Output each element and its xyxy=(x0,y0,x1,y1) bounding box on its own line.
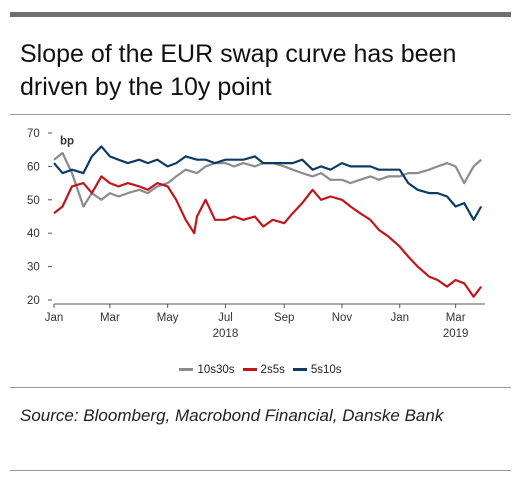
legend: 10s30s 2s5s 5s10s xyxy=(0,362,521,376)
y-tick-label: 70 xyxy=(27,128,40,140)
x-tick-label: Mar xyxy=(100,312,120,324)
y-tick-label: 20 xyxy=(27,295,40,307)
x-tick-label: May xyxy=(157,312,179,324)
x-tick-label: Nov xyxy=(332,312,353,324)
series-line-10s30s xyxy=(53,151,482,208)
legend-swatch xyxy=(292,368,307,371)
y-tick-label: 30 xyxy=(27,262,40,274)
x-tick-label: Mar xyxy=(446,312,466,324)
x-tick-label: Jan xyxy=(390,312,409,324)
x-tick-label: Sep xyxy=(274,312,294,324)
x-year-label: 2019 xyxy=(443,328,469,340)
x-tick-label: Jul xyxy=(218,312,233,324)
title-divider xyxy=(10,114,511,115)
legend-divider xyxy=(10,387,511,388)
legend-item-2s5s: 2s5s xyxy=(242,363,285,376)
source-note: Source: Bloomberg, Macrobond Financial, … xyxy=(20,406,444,425)
y-tick-label: 50 xyxy=(27,195,40,207)
legend-label: 10s30s xyxy=(197,363,235,376)
legend-item-5s10s: 5s10s xyxy=(292,363,342,376)
x-year-label: 2018 xyxy=(213,328,239,340)
legend-label: 5s10s xyxy=(310,363,342,376)
series-line-5s10s xyxy=(53,145,483,221)
bottom-divider xyxy=(10,470,511,471)
unit-label: bp xyxy=(60,136,74,148)
series-line-2s5s xyxy=(53,175,483,298)
page-title: Slope of the EUR swap curve has been dri… xyxy=(20,40,457,101)
legend-swatch xyxy=(179,368,194,371)
chart-area: 20 30 40 50 60 70 bp Jan Mar May Jul 2018 Sep Nov Jan M… xyxy=(0,115,521,385)
line-chart: 20 30 40 50 60 70 bp Jan Mar May Jul 2018 Sep Nov Jan M… xyxy=(27,128,485,340)
legend-item-10s30s: 10s30s xyxy=(179,363,235,376)
y-tick-label: 60 xyxy=(27,161,40,173)
x-tick-label: Jan xyxy=(45,312,64,324)
y-tick-label: 40 xyxy=(27,228,40,240)
top-rule xyxy=(10,12,511,17)
legend-label: 2s5s xyxy=(260,363,285,376)
legend-swatch xyxy=(242,368,257,371)
